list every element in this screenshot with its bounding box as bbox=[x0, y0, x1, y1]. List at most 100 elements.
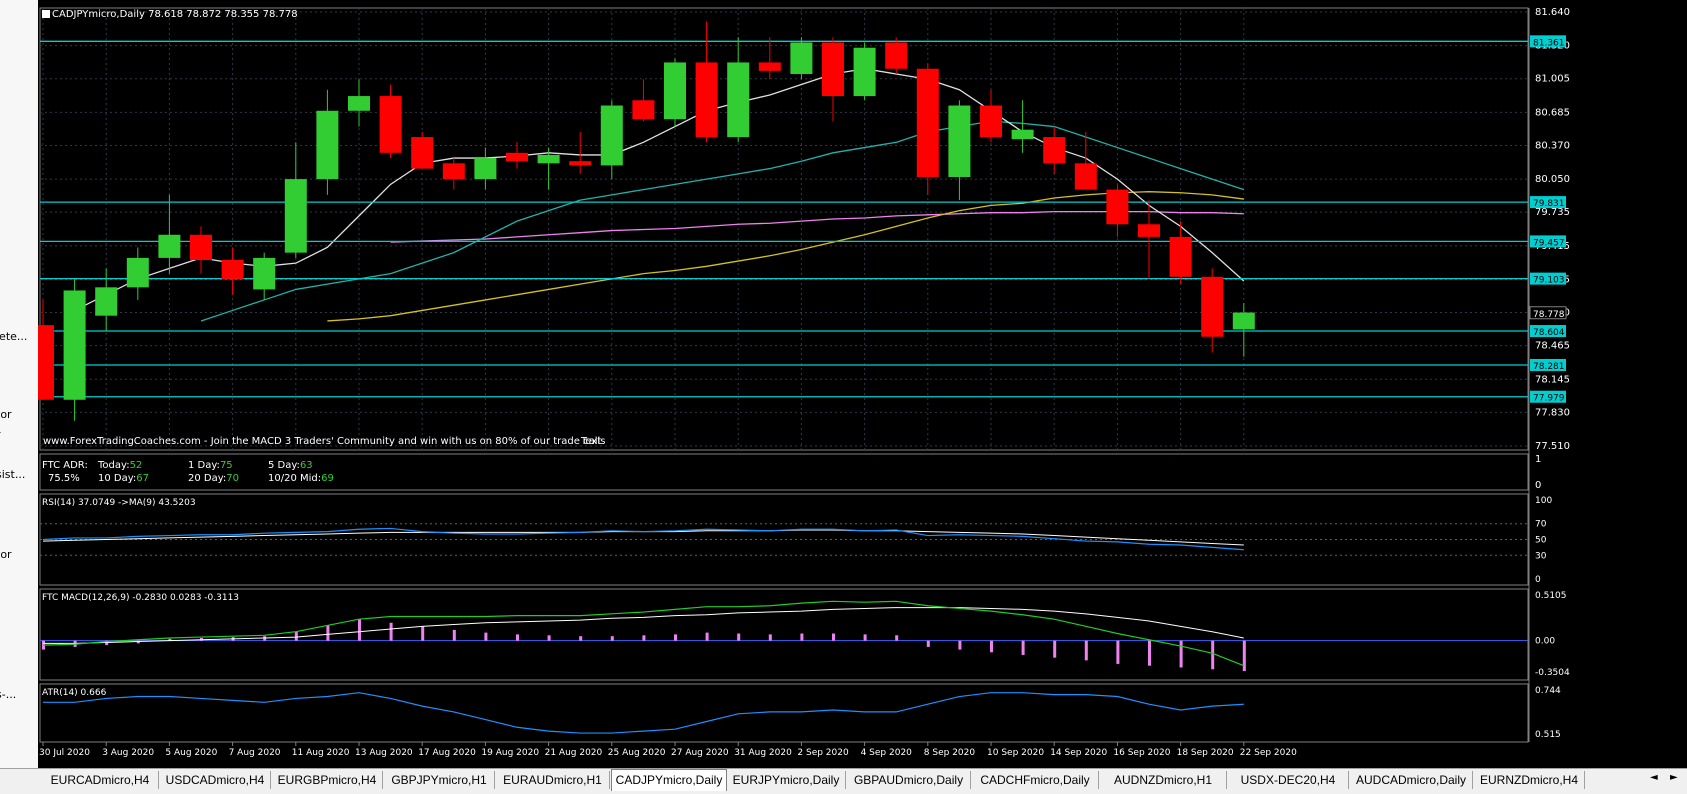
navigator-row[interactable] bbox=[0, 360, 38, 385]
candle-body[interactable] bbox=[600, 105, 623, 166]
candle-body[interactable] bbox=[916, 68, 939, 177]
candle-body[interactable] bbox=[632, 100, 655, 120]
navigator-row[interactable] bbox=[0, 504, 38, 529]
candle-body[interactable] bbox=[1043, 137, 1066, 164]
navigator-item-label[interactable]: sist... bbox=[0, 468, 26, 481]
panel-frame bbox=[39, 683, 1529, 743]
candle-body[interactable] bbox=[885, 42, 908, 69]
navigator-row[interactable] bbox=[0, 720, 38, 745]
navigator-row[interactable] bbox=[0, 144, 38, 169]
candle-body[interactable] bbox=[1011, 129, 1034, 140]
navigator-row[interactable] bbox=[0, 0, 38, 25]
chart-tab[interactable]: EURAUDmicro,H1 bbox=[496, 771, 610, 789]
candle-body[interactable] bbox=[348, 96, 370, 111]
chart-tab[interactable]: EURGBPmicro,H4 bbox=[272, 771, 383, 789]
navigator-item-label[interactable]: tor bbox=[0, 408, 12, 421]
candle-body[interactable] bbox=[537, 154, 560, 164]
candle-body[interactable] bbox=[664, 62, 686, 120]
candle-body[interactable] bbox=[1074, 163, 1097, 190]
candle-body[interactable] bbox=[253, 257, 276, 290]
candle-body[interactable] bbox=[1232, 312, 1255, 330]
candle-body[interactable] bbox=[442, 163, 465, 180]
chart-tab[interactable]: AUDCADmicro,Daily bbox=[1350, 771, 1473, 789]
chart-window[interactable]: 81.64081.32081.00580.68580.37080.05079.7… bbox=[38, 0, 1687, 768]
candle-body[interactable] bbox=[1201, 276, 1224, 337]
candle-body[interactable] bbox=[411, 137, 434, 169]
navigator-row[interactable] bbox=[0, 240, 38, 265]
navigator-row[interactable] bbox=[0, 48, 38, 73]
navigator-item-label[interactable]: tor bbox=[0, 548, 12, 561]
date-tick-label: 19 Aug 2020 bbox=[481, 748, 539, 758]
candle-body[interactable] bbox=[569, 161, 592, 166]
navigator-row[interactable] bbox=[0, 264, 38, 289]
rsi-tick-label: 30 bbox=[1535, 551, 1547, 561]
price-tick-label: 80.685 bbox=[1535, 107, 1570, 118]
chart-tab[interactable]: CADCHFmicro,Daily bbox=[972, 771, 1099, 789]
navigator-row[interactable] bbox=[0, 96, 38, 121]
chart-tab[interactable]: EURJPYmicro,Daily bbox=[727, 771, 846, 789]
rsi-line bbox=[42, 527, 1244, 551]
navigator-item-label[interactable]: s-... bbox=[0, 688, 17, 701]
candle-body[interactable] bbox=[853, 47, 876, 97]
chart-tab[interactable]: GBPAUDmicro,Daily bbox=[847, 771, 971, 789]
candle-body[interactable] bbox=[63, 290, 86, 400]
chart-tab[interactable]: AUDNZDmicro,H1 bbox=[1100, 771, 1227, 789]
candle-body[interactable] bbox=[474, 158, 497, 180]
navigator-row[interactable] bbox=[0, 576, 38, 601]
chart-menu-icon[interactable] bbox=[42, 10, 50, 18]
adr-cell: 75.5% bbox=[48, 473, 80, 484]
candle-body[interactable] bbox=[1106, 189, 1129, 225]
navigator-row[interactable] bbox=[0, 168, 38, 193]
price-tick-label: 78.145 bbox=[1535, 374, 1570, 385]
candle-body[interactable] bbox=[38, 325, 54, 400]
candle-body[interactable] bbox=[980, 105, 1002, 138]
chart-tab[interactable]: USDX-DEC20,H4 bbox=[1228, 771, 1349, 789]
macd-tick-label: 0.00 bbox=[1535, 637, 1555, 647]
navigator-row[interactable] bbox=[0, 600, 38, 625]
chart-tab[interactable]: EURNZDmicro,H4 bbox=[1474, 771, 1585, 789]
tab-scroll-right-icon[interactable]: ► bbox=[1670, 772, 1678, 783]
navigator-row[interactable] bbox=[0, 648, 38, 673]
candle-body[interactable] bbox=[126, 257, 149, 288]
candle-body[interactable] bbox=[727, 62, 750, 138]
chart-tab[interactable]: USDCADmicro,H4 bbox=[160, 771, 271, 789]
navigator-item-label[interactable]: lete... bbox=[0, 330, 28, 343]
candle-body[interactable] bbox=[158, 234, 181, 258]
navigator-row[interactable] bbox=[0, 384, 38, 409]
macd-histogram-bar bbox=[832, 633, 835, 641]
candle-body[interactable] bbox=[95, 287, 118, 316]
candle-body[interactable] bbox=[1169, 236, 1192, 277]
navigator-row[interactable] bbox=[0, 744, 38, 768]
chart-canvas[interactable]: 81.64081.32081.00580.68580.37080.05079.7… bbox=[38, 0, 1687, 768]
chart-tab[interactable]: CADJPYmicro,Daily bbox=[611, 769, 727, 791]
candle-body[interactable] bbox=[790, 42, 813, 74]
level-price-label: 79.103 bbox=[1533, 276, 1565, 286]
navigator-row[interactable] bbox=[0, 216, 38, 241]
navigator-row[interactable] bbox=[0, 72, 38, 97]
candle-body[interactable] bbox=[190, 234, 212, 260]
navigator-row[interactable] bbox=[0, 432, 38, 457]
tab-scroll-left-icon[interactable]: ◄ bbox=[1650, 772, 1658, 783]
candle-body[interactable] bbox=[379, 96, 402, 153]
navigator-row[interactable] bbox=[0, 192, 38, 217]
navigator-row[interactable] bbox=[0, 480, 38, 505]
candle-body[interactable] bbox=[221, 260, 244, 279]
macd-tick-label: -0.3504 bbox=[1535, 668, 1570, 678]
navigator-item-label[interactable]: r bbox=[0, 428, 1, 441]
candle-body[interactable] bbox=[758, 62, 781, 71]
candle-body[interactable] bbox=[1138, 224, 1160, 237]
candle-body[interactable] bbox=[695, 62, 718, 138]
chart-tab[interactable]: GBPJPYmicro,H1 bbox=[384, 771, 495, 789]
candle-body[interactable] bbox=[316, 110, 339, 180]
candle-body[interactable] bbox=[284, 179, 307, 253]
navigator-row[interactable] bbox=[0, 120, 38, 145]
navigator-row[interactable] bbox=[0, 288, 38, 313]
candle-body[interactable] bbox=[822, 42, 844, 97]
navigator-row[interactable] bbox=[0, 624, 38, 649]
chart-tab[interactable]: EURCADmicro,H4 bbox=[42, 771, 159, 789]
candle-body[interactable] bbox=[506, 152, 528, 162]
navigator-row[interactable] bbox=[0, 24, 38, 49]
candle-body[interactable] bbox=[948, 105, 971, 177]
navigator-row[interactable] bbox=[0, 336, 38, 361]
navigator-row[interactable] bbox=[0, 552, 38, 577]
